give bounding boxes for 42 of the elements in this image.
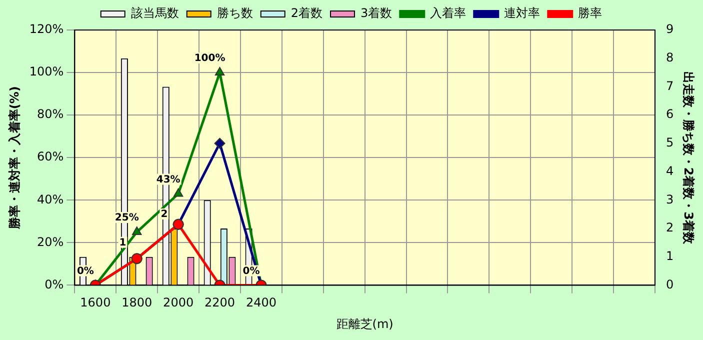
data-label: 1 [119, 237, 126, 248]
x-tick-label: 1600 [80, 296, 111, 310]
data-label: 0% [242, 266, 260, 277]
y2-tick-label: 8 [666, 50, 674, 64]
data-label: 100% [194, 53, 226, 64]
y-tick-label: 100% [29, 64, 64, 79]
x-tick-label: 1800 [122, 296, 152, 310]
y2-tick-label: 5 [666, 136, 674, 150]
legend-label: 連対率 [504, 6, 540, 20]
data-label: 2 [160, 209, 168, 220]
y-axis-title: 勝率・連対率・入着率(%) [7, 86, 22, 230]
y2-tick-label: 1 [666, 248, 674, 263]
y-tick-label: 60% [37, 150, 64, 164]
x-tick-label: 2400 [246, 296, 276, 310]
legend-label: 勝ち数 [216, 6, 253, 20]
y2-axis-title: 出走数・勝ち数・2着数・3着数 [682, 71, 696, 245]
data-label: 43% [156, 174, 180, 186]
y-tick-label: 120% [29, 22, 64, 36]
x-axis-title: 距離芝(m) [336, 316, 394, 331]
y2-tick-label: 7 [666, 78, 674, 93]
point [214, 138, 226, 149]
y2-tick-label: 3 [666, 192, 674, 206]
y2-tick-label: 4 [666, 164, 674, 178]
y2-tick-label: 6 [666, 107, 674, 122]
point [173, 188, 184, 197]
x-tick-label: 2200 [204, 296, 236, 310]
legend-label: 該当馬数 [130, 6, 179, 20]
y2-tick-label: 2 [666, 220, 674, 235]
point [132, 226, 142, 236]
y-tick-label: 20% [37, 234, 64, 249]
data-label: 0% [76, 266, 94, 277]
legend-label: 2着数 [290, 6, 323, 20]
data-label: 25% [114, 212, 139, 224]
y-tick-label: 40% [37, 192, 64, 206]
x-tick-label: 2000 [163, 296, 194, 310]
legend-label: 3着数 [360, 6, 392, 20]
legend-label: 勝率 [578, 6, 602, 20]
y2-tick-label: 0 [666, 277, 674, 292]
y-tick-label: 0% [44, 277, 64, 292]
legend-label: 入着率 [430, 6, 466, 20]
y2-tick-label: 9 [666, 22, 674, 36]
y-tick-label: 80% [37, 107, 64, 122]
